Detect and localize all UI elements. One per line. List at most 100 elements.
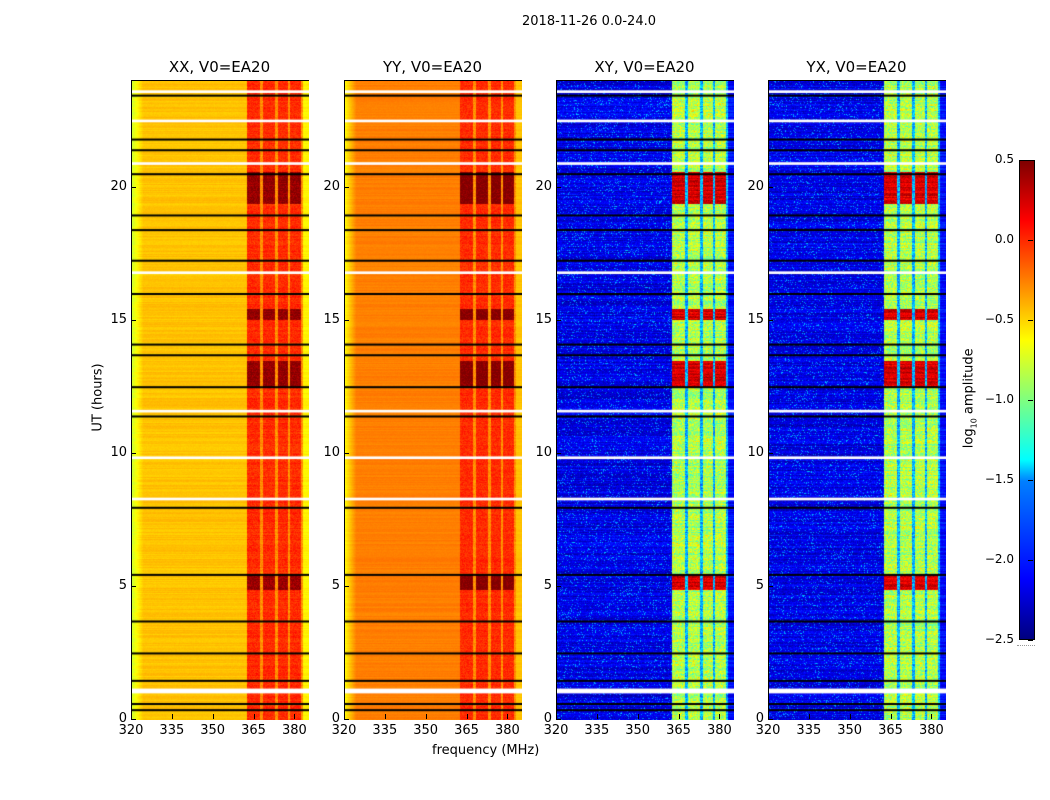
y-tick-label: 20 [323,178,340,194]
x-tick-label: 320 [755,723,781,738]
y-tick-label: 20 [110,178,127,194]
y-tick-mark [344,585,349,587]
x-tick-label: 365 [666,723,691,738]
x-tick-label: 335 [372,723,398,738]
y-tick-mark [344,719,349,720]
colorbar [1019,160,1035,640]
y-tick-label: 0 [543,711,552,726]
y-tick-label: 0 [331,711,340,726]
y-tick-label: 10 [110,444,127,460]
panel-title: XX, V0=EA20 [168,58,271,76]
x-tick-label: 350 [200,723,226,738]
y-tick-label: 15 [535,311,552,327]
y-tick-label: 10 [535,444,552,460]
x-tick-label: 350 [413,723,439,738]
y-tick-label: 15 [323,311,340,327]
colorbar-tick-mark [1028,320,1033,321]
x-tick-label: 335 [159,723,185,738]
figure-suptitle: 2018-11-26 0.0-24.0 [522,14,656,29]
y-tick-mark [768,719,773,720]
x-tick-mark [294,714,296,719]
x-tick-label: 335 [584,723,610,738]
y-tick-mark [344,186,349,188]
y-tick-label: 20 [747,178,764,194]
y-tick-label: 5 [543,577,552,593]
x-tick-label: 320 [331,723,357,738]
y-tick-label: 5 [331,577,340,593]
x-tick-mark [253,714,255,719]
heatmap-image [557,81,734,720]
heatmap-panel [768,80,946,720]
panel-title: XY, V0=EA20 [594,58,695,76]
x-tick-mark [808,714,810,719]
y-tick-label: 15 [747,311,764,327]
x-tick-mark [466,714,468,719]
colorbar-extension-mark [1017,645,1035,646]
y-tick-mark [556,186,561,188]
colorbar-tick-mark [1028,640,1033,641]
y-tick-mark [131,719,136,720]
heatmap-panel [131,80,309,720]
y-tick-mark [131,452,136,454]
x-tick-label: 380 [281,723,307,738]
x-tick-mark [596,714,598,719]
x-tick-label: 365 [241,723,266,738]
y-tick-mark [344,452,349,454]
colorbar-tick-label: −1.0 [984,392,1014,406]
colorbar-tick-mark [1028,400,1033,401]
y-tick-mark [556,585,561,587]
y-tick-label: 10 [323,444,340,460]
x-tick-label: 350 [625,723,651,738]
x-tick-label: 365 [454,723,479,738]
y-tick-mark [556,319,561,321]
heatmap-panel [344,80,522,720]
y-tick-mark [131,585,136,587]
x-tick-mark [719,714,721,719]
colorbar-tick-label: 0.0 [994,232,1014,246]
x-tick-label: 350 [837,723,863,738]
colorbar-tick-mark [1028,160,1033,161]
colorbar-tick-label: −1.5 [984,472,1014,486]
y-tick-label: 0 [118,711,127,726]
colorbar-tick-mark [1028,240,1033,241]
x-tick-label: 320 [543,723,569,738]
x-tick-label: 380 [918,723,944,738]
x-tick-mark [131,714,132,719]
y-tick-mark [131,319,136,321]
colorbar-tick-label: −2.5 [984,632,1014,646]
y-tick-mark [344,319,349,321]
panel-title: YX, V0=EA20 [806,58,907,76]
x-tick-mark [678,714,680,719]
colorbar-tick-label: −2.0 [984,552,1014,566]
x-tick-mark [556,714,557,719]
y-tick-mark [768,319,773,321]
y-tick-mark [768,585,773,587]
x-axis-label: frequency (MHz) [432,743,540,758]
x-tick-mark [637,714,639,719]
x-tick-label: 365 [878,723,903,738]
y-tick-mark [131,186,136,188]
y-tick-mark [556,719,561,720]
x-tick-label: 380 [706,723,732,738]
heatmap-image [132,81,309,720]
y-tick-label: 20 [535,178,552,194]
y-tick-label: 5 [755,577,764,593]
x-tick-mark [849,714,851,719]
y-tick-label: 0 [755,711,764,726]
x-tick-mark [507,714,509,719]
x-tick-label: 320 [118,723,144,738]
heatmap-image [345,81,522,720]
x-tick-label: 335 [796,723,822,738]
x-tick-mark [931,714,933,719]
heatmap-panel [556,80,734,720]
panel-title: YY, V0=EA20 [382,58,483,76]
x-tick-label: 380 [494,723,520,738]
x-tick-mark [344,714,345,719]
y-tick-mark [768,186,773,188]
x-tick-mark [212,714,214,719]
y-tick-label: 15 [110,311,127,327]
y-axis-label: UT (hours) [90,363,106,432]
x-tick-mark [890,714,892,719]
heatmap-image [769,81,946,720]
